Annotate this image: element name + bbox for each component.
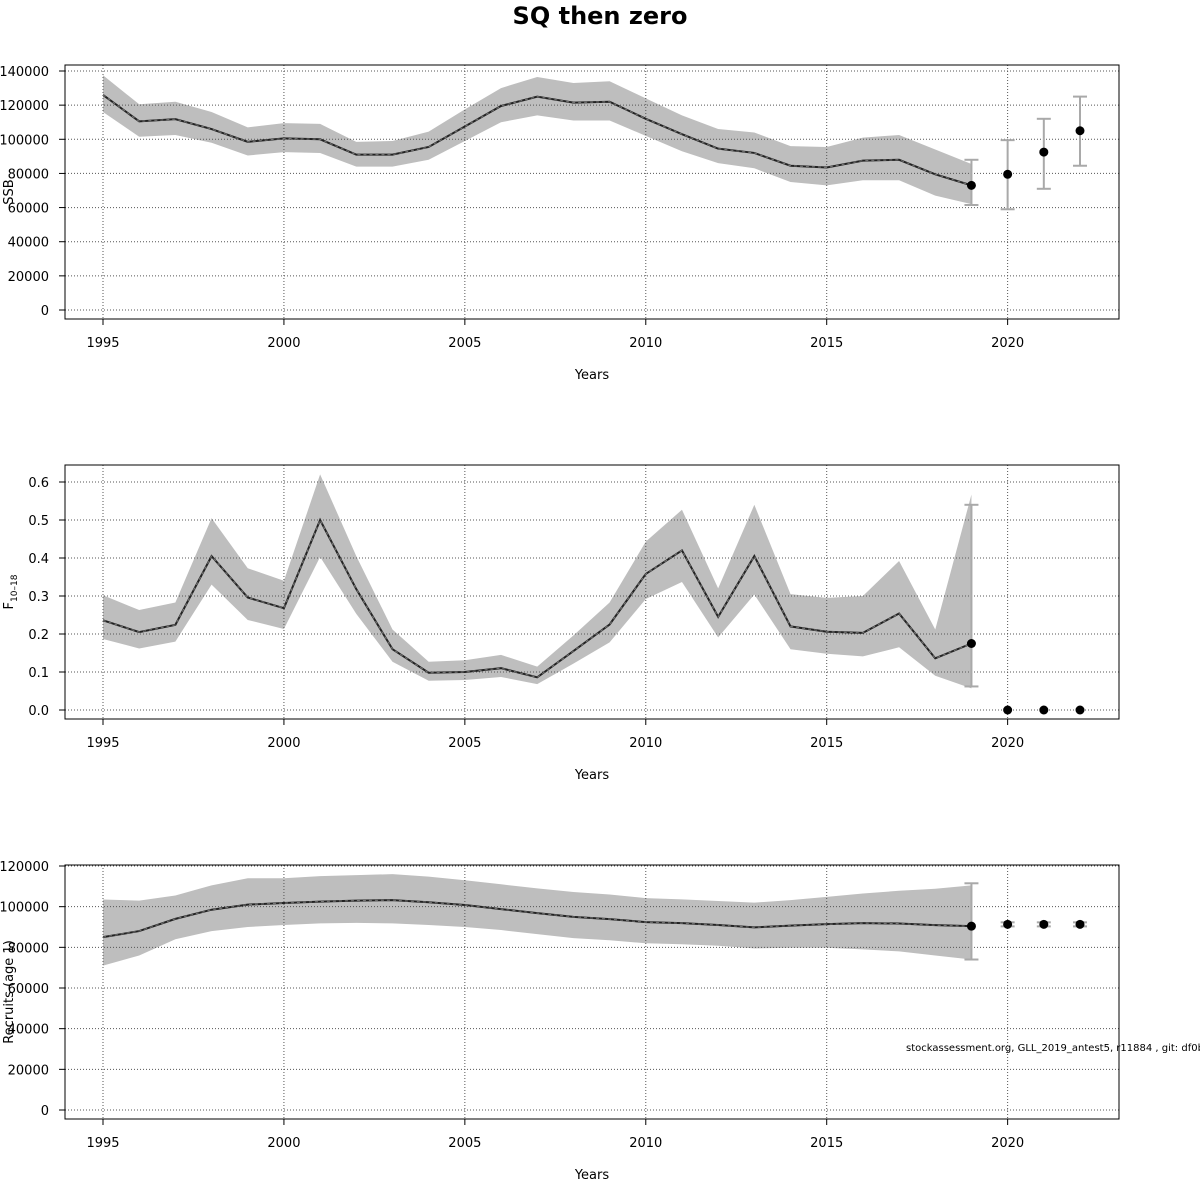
footer-note: stockassessment.org, GLL_2019_antest5, r… — [906, 1043, 1200, 1054]
x-tick-label: 2005 — [448, 1136, 481, 1151]
y-axis-label: Recruits (age 1) — [2, 940, 17, 1044]
x-tick-label: 2000 — [267, 336, 300, 351]
chart-title: SQ then zero — [512, 2, 688, 30]
estimate-line-dashed — [102, 899, 972, 938]
x-axis-label: Years — [574, 368, 610, 383]
y-tick-label: 0.3 — [28, 590, 49, 605]
y-tick-label: 140000 — [0, 65, 49, 80]
y-tick-label: 120000 — [0, 860, 49, 875]
x-tick-label: 2005 — [448, 336, 481, 351]
x-tick-label: 2010 — [629, 736, 662, 751]
x-tick-label: 2015 — [810, 736, 843, 751]
projection-point — [1003, 919, 1013, 929]
projection-point — [1075, 919, 1085, 929]
confidence-band — [103, 874, 972, 966]
y-tick-label: 40000 — [8, 236, 49, 251]
x-tick-label: 2020 — [991, 1136, 1024, 1151]
projection-point — [966, 639, 976, 648]
y-tick-label: 0.0 — [28, 704, 49, 719]
plot-frame — [64, 864, 1120, 1120]
confidence-band — [103, 474, 972, 689]
y-tick-label: 40000 — [8, 1023, 49, 1038]
projection-point — [1003, 705, 1013, 715]
y-tick-label: 20000 — [8, 1063, 49, 1078]
projection-point — [966, 180, 976, 190]
projection-point — [1003, 169, 1013, 179]
y-tick-label: 80000 — [8, 941, 49, 956]
x-tick-label: 1995 — [86, 336, 119, 351]
projection-point — [1075, 705, 1085, 715]
estimate-line-dashed — [102, 518, 972, 678]
projection-point — [966, 921, 976, 931]
y-tick-label: 0 — [41, 304, 49, 319]
x-tick-label: 1995 — [86, 1136, 119, 1151]
y-axis-label: F10–18 — [2, 574, 20, 609]
y-tick-label: 0.4 — [28, 552, 49, 567]
y-tick-label: 100000 — [0, 133, 49, 148]
x-tick-label: 2015 — [810, 336, 843, 351]
x-tick-label: 2020 — [991, 736, 1024, 751]
x-tick-label: 1995 — [86, 736, 119, 751]
projection-point — [1039, 705, 1049, 715]
y-axis-label-subscript: 10–18 — [10, 574, 20, 602]
plot-frame — [64, 464, 1120, 720]
y-axis-label-text: F — [2, 602, 17, 609]
y-axis-label-text: SSB — [2, 179, 17, 204]
y-tick-label: 0 — [41, 1104, 49, 1119]
y-tick-label: 100000 — [0, 901, 49, 916]
y-tick-label: 0.5 — [28, 514, 49, 529]
estimate-line-dashed — [102, 94, 972, 186]
y-tick-label: 60000 — [8, 202, 49, 217]
y-tick-label: 60000 — [8, 982, 49, 997]
plot-frame — [64, 64, 1120, 320]
x-tick-label: 2020 — [991, 336, 1024, 351]
y-tick-label: 0.6 — [28, 476, 49, 491]
x-axis-label: Years — [574, 768, 610, 783]
y-tick-label: 0.1 — [28, 666, 49, 681]
projection-point — [1075, 126, 1085, 136]
y-tick-label: 80000 — [8, 167, 49, 182]
y-axis-label-text: Recruits (age 1) — [2, 940, 17, 1044]
x-tick-label: 2000 — [267, 1136, 300, 1151]
x-tick-label: 2015 — [810, 1136, 843, 1151]
x-axis-label: Years — [574, 1168, 610, 1183]
projection-point — [1039, 147, 1049, 157]
projection-point — [1039, 919, 1049, 929]
x-tick-label: 2005 — [448, 736, 481, 751]
y-tick-label: 120000 — [0, 99, 49, 114]
x-tick-label: 2010 — [629, 336, 662, 351]
y-axis-label: SSB — [2, 179, 17, 204]
x-tick-label: 2010 — [629, 1136, 662, 1151]
y-tick-label: 20000 — [8, 270, 49, 285]
y-tick-label: 0.2 — [28, 628, 49, 643]
x-tick-label: 2000 — [267, 736, 300, 751]
